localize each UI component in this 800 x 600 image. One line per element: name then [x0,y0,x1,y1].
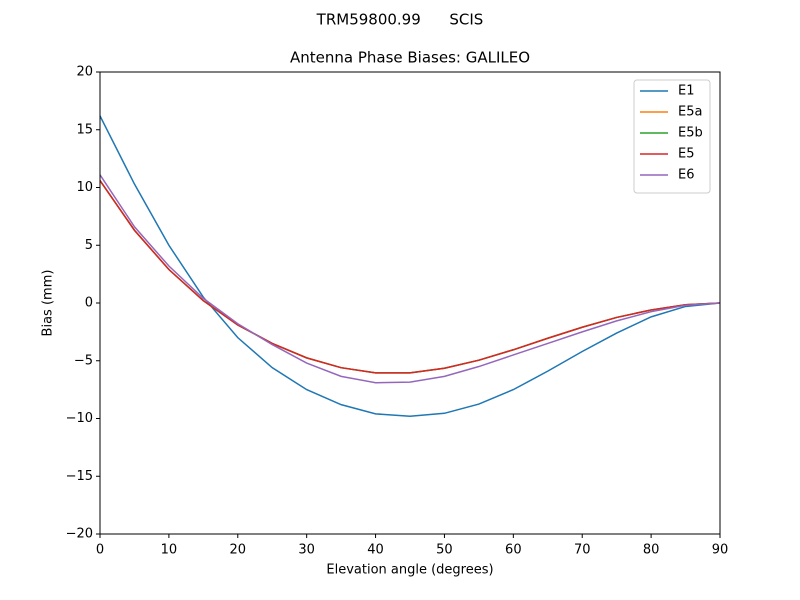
x-tick-label: 60 [505,543,522,558]
x-tick-label: 70 [574,543,591,558]
x-tick-label: 90 [712,543,729,558]
legend-label: E5b [678,126,703,141]
x-axis-label: Elevation angle (degrees) [326,563,493,578]
y-tick-label: 10 [76,180,93,195]
x-tick-label: 80 [643,543,660,558]
legend-label: E5 [678,147,695,162]
chart-title: Antenna Phase Biases: GALILEO [290,49,530,67]
y-tick-label: −5 [74,353,93,368]
legend-box [633,79,711,194]
suptitle: TRM59800.99 SCIS [316,11,484,29]
y-tick-label: −15 [66,469,93,484]
y-tick-label: 15 [76,122,93,137]
y-tick-label: −10 [66,411,93,426]
legend-label: E1 [678,84,695,99]
data-line [99,180,721,374]
legend-label: E6 [678,168,695,183]
y-tick-label: 0 [85,296,93,311]
y-tick-label: 5 [85,238,93,253]
y-tick-label: 20 [76,65,93,80]
data-line [99,180,721,374]
x-tick-label: 20 [230,543,247,558]
y-axis-label: Bias (mm) [41,270,56,337]
legend-label: E5a [678,105,702,120]
x-tick-label: 50 [436,543,453,558]
plot-frame [99,71,721,535]
x-tick-label: 0 [96,543,104,558]
data-line [99,174,721,384]
data-line [99,115,721,417]
x-tick-label: 40 [367,543,384,558]
x-tick-label: 30 [298,543,315,558]
y-tick-label: −20 [66,527,93,542]
x-tick-label: 10 [161,543,178,558]
data-line [99,180,721,374]
